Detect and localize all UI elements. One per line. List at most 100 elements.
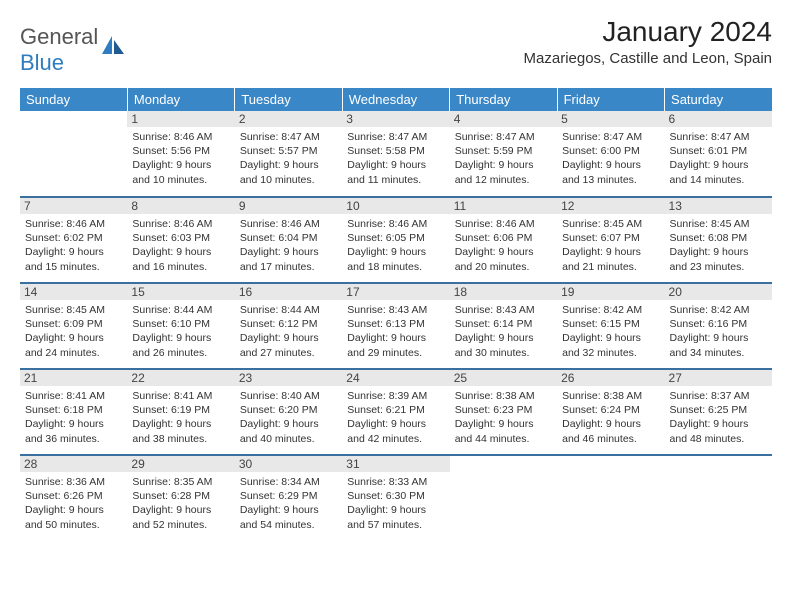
calendar-day-cell: 5 Sunrise: 8:47 AMSunset: 6:00 PMDaylight… (557, 111, 664, 197)
day-info: Sunrise: 8:34 AMSunset: 6:29 PMDaylight:… (240, 475, 337, 532)
logo: General Blue (20, 24, 126, 76)
col-friday: Friday (557, 88, 664, 111)
day-number: 31 (342, 456, 449, 472)
day-info: Sunrise: 8:44 AMSunset: 6:12 PMDaylight:… (240, 303, 337, 360)
calendar-day-cell: 3 Sunrise: 8:47 AMSunset: 5:58 PMDaylight… (342, 111, 449, 197)
day-number: 13 (665, 198, 772, 214)
day-number: 15 (127, 284, 234, 300)
calendar-day-cell (20, 111, 127, 197)
calendar-day-cell: 20 Sunrise: 8:42 AMSunset: 6:16 PMDayligh… (665, 283, 772, 369)
calendar-day-cell: 14Sunrise: 8:45 AMSunset: 6:09 PMDayligh… (20, 283, 127, 369)
day-info: Sunrise: 8:33 AMSunset: 6:30 PMDaylight:… (347, 475, 444, 532)
day-info: Sunrise: 8:43 AMSunset: 6:13 PMDaylight:… (347, 303, 444, 360)
day-info: Sunrise: 8:43 AMSunset: 6:14 PMDaylight:… (455, 303, 552, 360)
day-info: Sunrise: 8:46 AMSunset: 5:56 PMDaylight:… (132, 130, 229, 187)
day-number: 12 (557, 198, 664, 214)
calendar-day-cell (450, 455, 557, 541)
calendar-day-cell: 28 Sunrise: 8:36 AMSunset: 6:26 PMDayligh… (20, 455, 127, 541)
day-number: 5 (557, 111, 664, 127)
day-number: 21 (20, 370, 127, 386)
day-number: 23 (235, 370, 342, 386)
calendar-day-cell: 22 Sunrise: 8:41 AMSunset: 6:19 PMDayligh… (127, 369, 234, 455)
day-number: 25 (450, 370, 557, 386)
day-number: 28 (20, 456, 127, 472)
calendar-day-cell: 30 Sunrise: 8:34 AMSunset: 6:29 PMDayligh… (235, 455, 342, 541)
day-info: Sunrise: 8:47 AMSunset: 6:00 PMDaylight:… (562, 130, 659, 187)
day-info: Sunrise: 8:44 AMSunset: 6:10 PMDaylight:… (132, 303, 229, 360)
day-info: Sunrise: 8:45 AMSunset: 6:07 PMDaylight:… (562, 217, 659, 274)
day-info: Sunrise: 8:39 AMSunset: 6:21 PMDaylight:… (347, 389, 444, 446)
logo-part2: Blue (20, 50, 64, 75)
logo-sail-icon (100, 34, 126, 61)
col-monday: Monday (127, 88, 234, 111)
calendar-day-cell: 7Sunrise: 8:46 AMSunset: 6:02 PMDaylight… (20, 197, 127, 283)
day-info: Sunrise: 8:45 AMSunset: 6:08 PMDaylight:… (670, 217, 767, 274)
day-number: 16 (235, 284, 342, 300)
day-info: Sunrise: 8:41 AMSunset: 6:19 PMDaylight:… (132, 389, 229, 446)
calendar-day-cell: 25 Sunrise: 8:38 AMSunset: 6:23 PMDayligh… (450, 369, 557, 455)
day-info: Sunrise: 8:35 AMSunset: 6:28 PMDaylight:… (132, 475, 229, 532)
day-number: 26 (557, 370, 664, 386)
day-info: Sunrise: 8:37 AMSunset: 6:25 PMDaylight:… (670, 389, 767, 446)
calendar-week-row: 21 Sunrise: 8:41 AMSunset: 6:18 PMDayligh… (20, 369, 772, 455)
calendar-day-cell: 12 Sunrise: 8:45 AMSunset: 6:07 PMDayligh… (557, 197, 664, 283)
logo-part1: General (20, 24, 98, 49)
day-number: 30 (235, 456, 342, 472)
day-info: Sunrise: 8:47 AMSunset: 5:59 PMDaylight:… (455, 130, 552, 187)
calendar-day-cell (557, 455, 664, 541)
day-number: 2 (235, 111, 342, 127)
day-info: Sunrise: 8:38 AMSunset: 6:23 PMDaylight:… (455, 389, 552, 446)
page-header: General Blue January 2024 Mazariegos, Ca… (20, 16, 772, 76)
calendar-day-cell: 10 Sunrise: 8:46 AMSunset: 6:05 PMDayligh… (342, 197, 449, 283)
calendar-week-row: 14Sunrise: 8:45 AMSunset: 6:09 PMDayligh… (20, 283, 772, 369)
calendar-day-cell: 6 Sunrise: 8:47 AMSunset: 6:01 PMDaylight… (665, 111, 772, 197)
day-number: 22 (127, 370, 234, 386)
calendar-week-row: 1 Sunrise: 8:46 AMSunset: 5:56 PMDaylight… (20, 111, 772, 197)
calendar-day-cell: 9Sunrise: 8:46 AMSunset: 6:04 PMDaylight… (235, 197, 342, 283)
day-number: 4 (450, 111, 557, 127)
day-info: Sunrise: 8:47 AMSunset: 5:58 PMDaylight:… (347, 130, 444, 187)
day-info: Sunrise: 8:38 AMSunset: 6:24 PMDaylight:… (562, 389, 659, 446)
calendar-day-cell: 24 Sunrise: 8:39 AMSunset: 6:21 PMDayligh… (342, 369, 449, 455)
day-number: 6 (665, 111, 772, 127)
weekday-header-row: Sunday Monday Tuesday Wednesday Thursday… (20, 88, 772, 111)
calendar-day-cell: 11 Sunrise: 8:46 AMSunset: 6:06 PMDayligh… (450, 197, 557, 283)
day-number: 9 (235, 198, 342, 214)
day-number: 1 (127, 111, 234, 127)
title-block: January 2024 Mazariegos, Castille and Le… (524, 16, 772, 67)
day-number: 20 (665, 284, 772, 300)
day-info: Sunrise: 8:41 AMSunset: 6:18 PMDaylight:… (25, 389, 122, 446)
day-info: Sunrise: 8:42 AMSunset: 6:16 PMDaylight:… (670, 303, 767, 360)
calendar-day-cell: 19Sunrise: 8:42 AMSunset: 6:15 PMDayligh… (557, 283, 664, 369)
col-saturday: Saturday (665, 88, 772, 111)
day-info: Sunrise: 8:47 AMSunset: 6:01 PMDaylight:… (670, 130, 767, 187)
calendar-day-cell: 18 Sunrise: 8:43 AMSunset: 6:14 PMDayligh… (450, 283, 557, 369)
col-tuesday: Tuesday (235, 88, 342, 111)
day-number: 18 (450, 284, 557, 300)
col-thursday: Thursday (450, 88, 557, 111)
calendar-table: Sunday Monday Tuesday Wednesday Thursday… (20, 88, 772, 541)
logo-text: General Blue (20, 24, 98, 76)
day-number: 29 (127, 456, 234, 472)
calendar-day-cell: 26 Sunrise: 8:38 AMSunset: 6:24 PMDayligh… (557, 369, 664, 455)
day-number: 3 (342, 111, 449, 127)
day-number: 10 (342, 198, 449, 214)
calendar-day-cell: 23 Sunrise: 8:40 AMSunset: 6:20 PMDayligh… (235, 369, 342, 455)
calendar-day-cell: 13 Sunrise: 8:45 AMSunset: 6:08 PMDayligh… (665, 197, 772, 283)
calendar-day-cell: 21 Sunrise: 8:41 AMSunset: 6:18 PMDayligh… (20, 369, 127, 455)
day-info: Sunrise: 8:46 AMSunset: 6:05 PMDaylight:… (347, 217, 444, 274)
day-info: Sunrise: 8:46 AMSunset: 6:02 PMDaylight:… (25, 217, 122, 274)
day-info: Sunrise: 8:46 AMSunset: 6:06 PMDaylight:… (455, 217, 552, 274)
day-info: Sunrise: 8:42 AMSunset: 6:15 PMDaylight:… (562, 303, 659, 360)
day-info: Sunrise: 8:36 AMSunset: 6:26 PMDaylight:… (25, 475, 122, 532)
calendar-week-row: 28 Sunrise: 8:36 AMSunset: 6:26 PMDayligh… (20, 455, 772, 541)
calendar-day-cell: 16 Sunrise: 8:44 AMSunset: 6:12 PMDayligh… (235, 283, 342, 369)
day-number: 11 (450, 198, 557, 214)
col-sunday: Sunday (20, 88, 127, 111)
day-number: 8 (127, 198, 234, 214)
calendar-day-cell: 2Sunrise: 8:47 AMSunset: 5:57 PMDaylight… (235, 111, 342, 197)
calendar-day-cell: 4 Sunrise: 8:47 AMSunset: 5:59 PMDaylight… (450, 111, 557, 197)
day-info: Sunrise: 8:40 AMSunset: 6:20 PMDaylight:… (240, 389, 337, 446)
day-number: 24 (342, 370, 449, 386)
day-info: Sunrise: 8:45 AMSunset: 6:09 PMDaylight:… (25, 303, 122, 360)
